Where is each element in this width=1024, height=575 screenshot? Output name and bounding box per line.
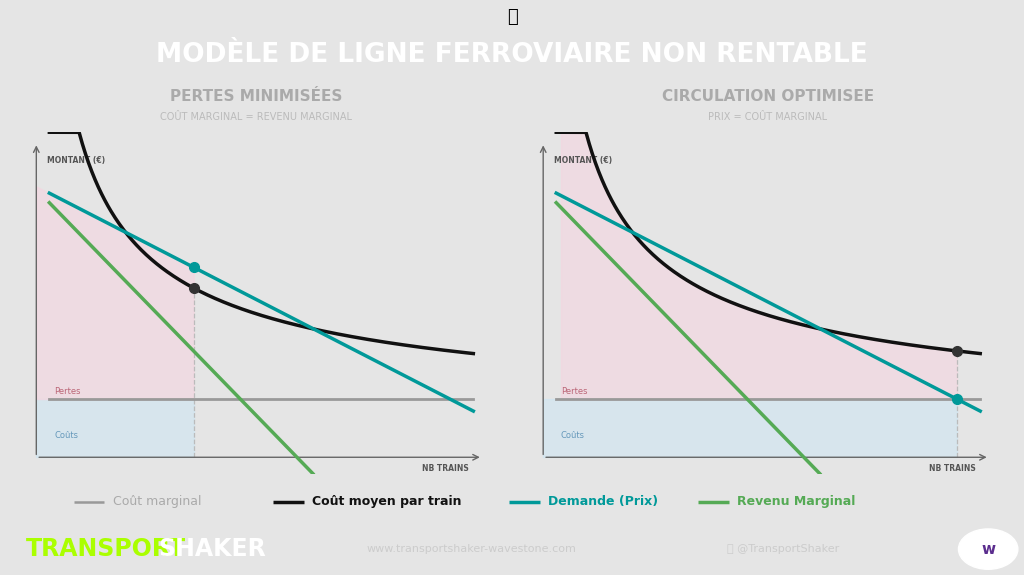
Text: NB TRAINS: NB TRAINS <box>422 464 469 473</box>
Text: 🐦 @TransportShaker: 🐦 @TransportShaker <box>727 544 840 554</box>
Text: Coût moyen par train: Coût moyen par train <box>312 495 462 508</box>
Text: COÛT MARGINAL = REVENU MARGINAL: COÛT MARGINAL = REVENU MARGINAL <box>160 113 352 122</box>
Text: www.transportshaker-wavestone.com: www.transportshaker-wavestone.com <box>367 544 575 554</box>
Ellipse shape <box>958 529 1018 569</box>
Text: Coûts: Coûts <box>54 431 78 440</box>
Text: Pertes: Pertes <box>54 387 81 396</box>
Text: 🚄: 🚄 <box>507 7 517 26</box>
Text: Demande (Prix): Demande (Prix) <box>548 495 658 508</box>
Text: NB TRAINS: NB TRAINS <box>929 464 976 473</box>
Text: w: w <box>981 542 995 557</box>
Text: PRIX = COÛT MARGINAL: PRIX = COÛT MARGINAL <box>709 113 827 122</box>
Text: MODÈLE DE LIGNE FERROVIAIRE NON RENTABLE: MODÈLE DE LIGNE FERROVIAIRE NON RENTABLE <box>156 42 868 68</box>
Text: MONTANT (€): MONTANT (€) <box>47 156 105 165</box>
Text: SHAKER: SHAKER <box>159 537 266 561</box>
Text: TRANSPORT: TRANSPORT <box>26 537 185 561</box>
Text: CIRCULATION OPTIMISEE: CIRCULATION OPTIMISEE <box>662 89 874 104</box>
Text: PERTES MINIMISÉES: PERTES MINIMISÉES <box>170 89 342 104</box>
Text: Coût marginal: Coût marginal <box>113 495 201 508</box>
Text: Revenu Marginal: Revenu Marginal <box>737 495 856 508</box>
Text: MONTANT (€): MONTANT (€) <box>554 156 612 165</box>
Text: Pertes: Pertes <box>561 387 588 396</box>
Text: Coûts: Coûts <box>561 431 585 440</box>
